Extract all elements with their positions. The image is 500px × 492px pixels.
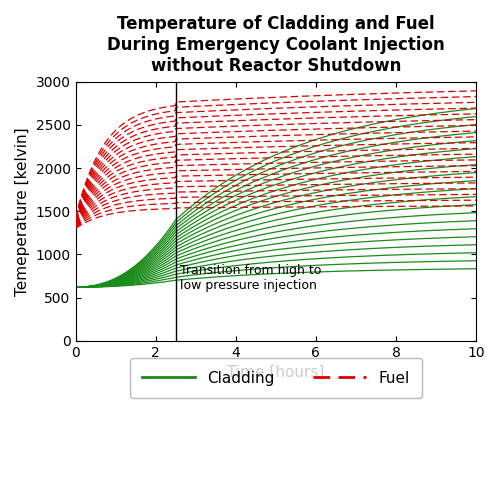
Y-axis label: Temeperature [kelvin]: Temeperature [kelvin] bbox=[15, 127, 30, 296]
Text: Transition from high to
low pressure injection: Transition from high to low pressure inj… bbox=[180, 264, 321, 292]
Title: Temperature of Cladding and Fuel
During Emergency Coolant Injection
without Reac: Temperature of Cladding and Fuel During … bbox=[107, 15, 444, 75]
Legend: Cladding, Fuel: Cladding, Fuel bbox=[130, 358, 422, 398]
X-axis label: Time [hours]: Time [hours] bbox=[227, 365, 324, 380]
